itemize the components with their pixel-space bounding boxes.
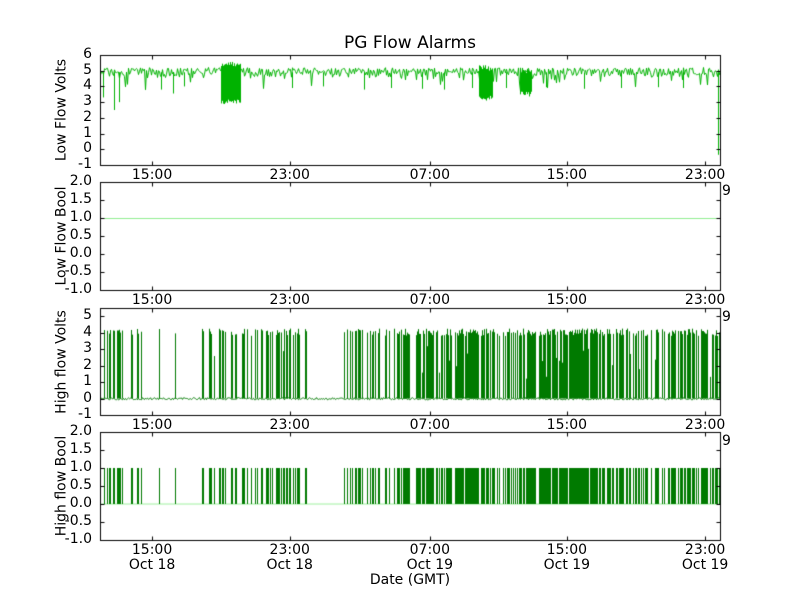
y-tick-label: 1.5 [69, 441, 92, 457]
x-tick-label: 15:00 [546, 292, 588, 308]
y-tick-label: -0.5 [64, 513, 92, 529]
y-tick-label: 1.5 [69, 191, 92, 207]
x-tick-label: 07:00 [409, 167, 450, 183]
subplot-3-ylabel: High flow Volts [53, 309, 70, 414]
y-tick-label: 0.0 [69, 495, 92, 511]
x-tick-label: 07:00 [409, 542, 450, 558]
date-label: Oct 19 [406, 557, 454, 573]
y-tick-label: -1 [78, 406, 92, 422]
y-tick-label: 0.0 [69, 245, 92, 261]
x-tick-label: 15:00 [131, 292, 173, 308]
y-tick-label: 1 [83, 373, 92, 390]
y-tick-label: 1 [83, 124, 92, 141]
x-tick-label: 15:00 [131, 542, 173, 558]
y-tick-label: -1.0 [64, 281, 92, 297]
y-tick-label: 4 [83, 323, 92, 340]
right-edge-label: 9 [722, 433, 731, 449]
y-tick-label: 1.0 [69, 459, 92, 475]
x-tick-label: 15:00 [546, 542, 588, 558]
y-tick-label: -1.0 [64, 531, 92, 547]
right-edge-label: 9 [722, 183, 731, 199]
x-tick-label: 15:00 [131, 167, 173, 183]
x-tick-label: 15:00 [546, 167, 588, 183]
y-tick-label: 5 [83, 307, 92, 324]
x-tick-label: 23:00 [269, 417, 310, 433]
x-tick-label: 23:00 [269, 167, 310, 183]
y-tick-label: 2.0 [69, 173, 92, 189]
x-tick-label: 23:00 [684, 167, 726, 183]
x-tick-label: 15:00 [546, 417, 588, 433]
y-tick-label: 0.5 [69, 227, 92, 243]
y-tick-label: 2 [83, 108, 92, 125]
subplot-4-ylabel: High flow Bool [53, 435, 70, 537]
x-tick-label: 23:00 [684, 292, 726, 308]
y-tick-label: -1 [78, 156, 92, 172]
subplot-1-ylabel: Low Flow Volts [53, 58, 70, 162]
chart-title: PG Flow Alarms [344, 33, 476, 53]
x-tick-label: 23:00 [684, 417, 726, 433]
y-tick-label: 3 [83, 93, 92, 110]
date-label: Oct 19 [681, 557, 729, 573]
y-tick-label: 1.0 [69, 209, 92, 225]
subplot-2-ylabel: Low Flow Bool [53, 186, 70, 286]
x-tick-label: 23:00 [269, 542, 310, 558]
date-label: Oct 18 [128, 557, 176, 573]
x-tick-label: 07:00 [409, 417, 450, 433]
y-tick-label: 6 [83, 46, 92, 62]
right-edge-label: 9 [722, 309, 731, 325]
x-axis-label: Date (GMT) [369, 572, 451, 588]
y-tick-label: 2 [83, 356, 92, 373]
x-tick-label: 07:00 [409, 292, 450, 308]
date-label: Oct 18 [266, 557, 313, 573]
y-tick-label: 0 [83, 389, 92, 406]
y-tick-label: 0.5 [69, 477, 92, 493]
y-tick-label: 2.0 [69, 423, 92, 439]
y-tick-label: 4 [83, 77, 92, 94]
y-tick-label: -0.5 [64, 263, 92, 279]
x-tick-label: 23:00 [269, 292, 310, 308]
y-tick-label: 3 [83, 340, 92, 357]
x-tick-label: 23:00 [684, 542, 726, 558]
date-label: Oct 19 [543, 557, 591, 573]
y-tick-label: 5 [83, 61, 92, 78]
y-tick-label: 0 [83, 140, 92, 157]
x-tick-label: 15:00 [131, 417, 173, 433]
